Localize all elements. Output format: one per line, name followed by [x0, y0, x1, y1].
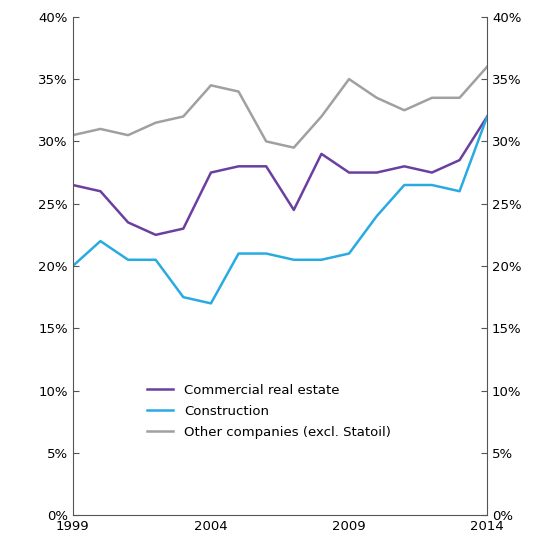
Other companies (excl. Statoil) [152, 119, 159, 126]
Other companies (excl. Statoil) [484, 63, 491, 70]
Line: Other companies (excl. Statoil): Other companies (excl. Statoil) [73, 67, 487, 148]
Construction [97, 238, 104, 245]
Construction [235, 250, 242, 257]
Other companies (excl. Statoil) [263, 138, 269, 145]
Commercial real estate [291, 207, 297, 213]
Other companies (excl. Statoil) [456, 95, 463, 101]
Other companies (excl. Statoil) [180, 113, 186, 120]
Construction [208, 300, 214, 307]
Commercial real estate [346, 169, 352, 176]
Construction [152, 256, 159, 263]
Commercial real estate [456, 157, 463, 164]
Commercial real estate [263, 163, 269, 170]
Other companies (excl. Statoil) [374, 95, 380, 101]
Other companies (excl. Statoil) [401, 107, 408, 114]
Construction [456, 188, 463, 195]
Other companies (excl. Statoil) [346, 76, 352, 82]
Construction [180, 294, 186, 301]
Commercial real estate [484, 113, 491, 120]
Other companies (excl. Statoil) [291, 144, 297, 151]
Construction [125, 256, 132, 263]
Construction [263, 250, 269, 257]
Commercial real estate [374, 169, 380, 176]
Other companies (excl. Statoil) [428, 95, 435, 101]
Commercial real estate [318, 151, 325, 157]
Commercial real estate [152, 231, 159, 238]
Other companies (excl. Statoil) [125, 132, 132, 138]
Construction [346, 250, 352, 257]
Line: Commercial real estate: Commercial real estate [73, 116, 487, 235]
Construction [69, 263, 76, 269]
Commercial real estate [428, 169, 435, 176]
Construction [428, 181, 435, 188]
Other companies (excl. Statoil) [97, 125, 104, 132]
Commercial real estate [97, 188, 104, 195]
Other companies (excl. Statoil) [318, 113, 325, 120]
Commercial real estate [401, 163, 408, 170]
Commercial real estate [208, 169, 214, 176]
Construction [374, 213, 380, 220]
Construction [484, 113, 491, 120]
Other companies (excl. Statoil) [235, 88, 242, 95]
Construction [291, 256, 297, 263]
Commercial real estate [69, 181, 76, 188]
Construction [318, 256, 325, 263]
Legend: Commercial real estate, Construction, Other companies (excl. Statoil): Commercial real estate, Construction, Ot… [142, 379, 396, 444]
Commercial real estate [180, 225, 186, 232]
Commercial real estate [235, 163, 242, 170]
Commercial real estate [125, 219, 132, 226]
Other companies (excl. Statoil) [69, 132, 76, 138]
Other companies (excl. Statoil) [208, 82, 214, 88]
Construction [401, 181, 408, 188]
Line: Construction: Construction [73, 116, 487, 304]
